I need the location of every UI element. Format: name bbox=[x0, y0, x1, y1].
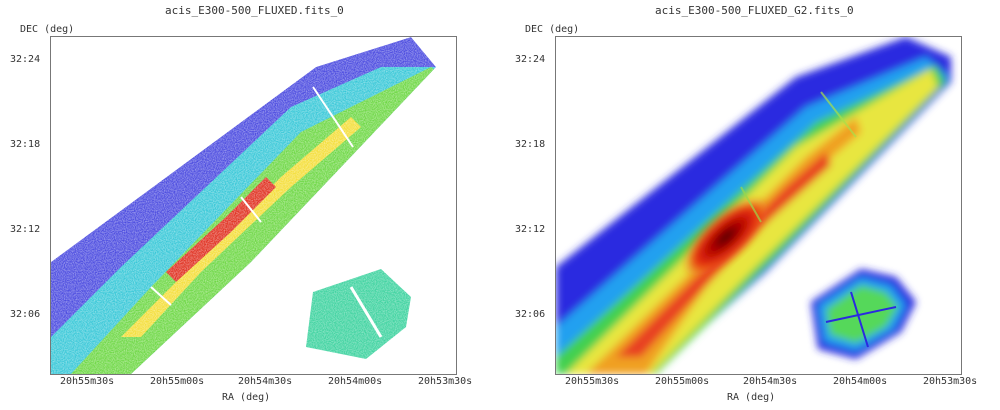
left-x-tick: 20h55m00s bbox=[150, 376, 205, 387]
left-xray-image bbox=[51, 37, 436, 374]
left-x-tick: 20h55m30s bbox=[60, 376, 115, 387]
right-xray-image bbox=[556, 37, 951, 374]
right-x-tick: 20h53m30s bbox=[923, 376, 978, 387]
right-y-tick: 32:06 bbox=[515, 309, 546, 320]
left-y-tick: 32:06 bbox=[10, 309, 41, 320]
left-image-panel: acis_E300-500_FLUXED.fits_0 DEC (deg) bbox=[0, 0, 472, 410]
right-x-tick: 20h54m00s bbox=[833, 376, 888, 387]
right-y-tick: 32:12 bbox=[515, 224, 546, 235]
right-x-tick: 20h54m30s bbox=[743, 376, 798, 387]
left-image-frame[interactable] bbox=[50, 36, 457, 375]
left-x-tick: 20h54m00s bbox=[328, 376, 383, 387]
right-x-tick: 20h55m30s bbox=[565, 376, 620, 387]
right-panel-title: acis_E300-500_FLUXED_G2.fits_0 bbox=[655, 4, 854, 17]
right-peak-core bbox=[682, 196, 770, 278]
right-y-tick: 32:24 bbox=[515, 54, 546, 65]
right-y-axis-label: DEC (deg) bbox=[525, 24, 580, 35]
right-image-frame[interactable] bbox=[555, 36, 962, 375]
left-y-tick: 32:12 bbox=[10, 224, 41, 235]
left-y-tick: 32:18 bbox=[10, 139, 41, 150]
left-panel-title: acis_E300-500_FLUXED.fits_0 bbox=[165, 4, 344, 17]
left-x-tick: 20h54m30s bbox=[238, 376, 293, 387]
left-y-axis-label: DEC (deg) bbox=[20, 24, 75, 35]
left-x-axis-label: RA (deg) bbox=[222, 392, 271, 403]
left-y-tick: 32:24 bbox=[10, 54, 41, 65]
right-y-tick: 32:18 bbox=[515, 139, 546, 150]
left-x-tick: 20h53m30s bbox=[418, 376, 473, 387]
right-x-axis-label: RA (deg) bbox=[727, 392, 776, 403]
right-image-panel: acis_E300-500_FLUXED_G2.fits_0 DEC (deg) bbox=[505, 0, 977, 410]
right-x-tick: 20h55m00s bbox=[655, 376, 710, 387]
